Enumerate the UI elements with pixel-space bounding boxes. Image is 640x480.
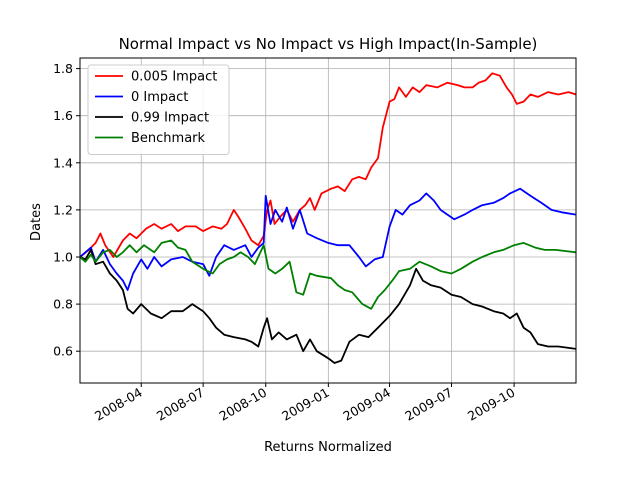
y-tick-label: 1.4 (53, 155, 73, 170)
x-axis-label: Returns Normalized (264, 440, 392, 455)
chart-title: Normal Impact vs No Impact vs High Impac… (119, 35, 538, 53)
y-tick-label: 1.8 (53, 61, 73, 76)
series-line-0-99-impact (80, 248, 576, 364)
y-tick-label: 1.6 (53, 108, 73, 123)
legend-label: 0.99 Impact (131, 111, 209, 126)
series-lines (80, 72, 576, 364)
y-axis-label: Dates (29, 203, 44, 241)
series-line-benchmark (80, 239, 576, 310)
y-tick-label: 0.6 (53, 344, 73, 359)
legend-label: 0 Impact (131, 90, 188, 105)
legend-box (87, 64, 230, 155)
legend: 0.005 Impact 0 Impact 0.99 Impact Benchmark (87, 64, 230, 155)
legend-label: 0.005 Impact (131, 70, 217, 85)
legend-label: Benchmark (131, 131, 206, 146)
y-tick-label: 0.8 (53, 297, 73, 312)
series-line-0-impact (80, 187, 576, 291)
series-line-0-005-impact (80, 72, 576, 258)
y-tick-label: 1.0 (53, 250, 73, 265)
y-tick-label: 1.2 (53, 202, 73, 217)
